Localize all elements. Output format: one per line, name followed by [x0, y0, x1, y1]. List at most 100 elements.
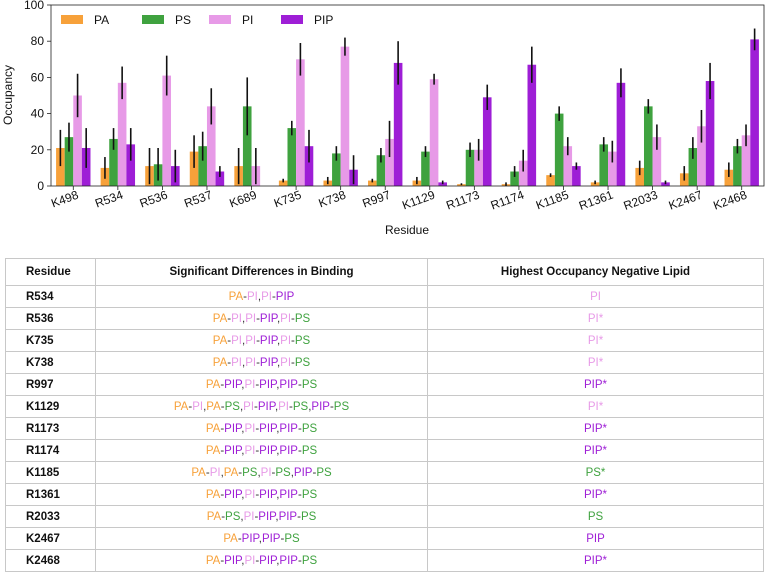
pair-dash: - — [291, 356, 295, 369]
lipid-label-pi: PI — [244, 554, 256, 567]
bar-pi-r997 — [385, 138, 394, 186]
bar-pip-k1185 — [572, 166, 581, 186]
pair-separator: , — [241, 444, 245, 457]
lipid-label-pi: PI — [209, 466, 221, 479]
differences-cell: PA-PIP,PI-PIP,PIP-PS — [95, 417, 428, 440]
highest-occupancy-cell: PIP* — [427, 483, 764, 506]
x-tick-label: K738 — [317, 188, 348, 211]
legend-label-pi: PI — [242, 13, 253, 27]
x-tick-label: R1174 — [489, 188, 526, 213]
pair-separator: , — [257, 290, 262, 303]
differences-cell: PA-PIP,PI-PIP,PIP-PS — [95, 483, 428, 506]
lipid-label-pip: PIP — [259, 356, 277, 369]
y-tick-label: 0 — [37, 179, 44, 193]
differences-cell: PA-PI,PI-PIP,PI-PS — [95, 351, 428, 374]
pair-dash: - — [254, 400, 258, 413]
bar-pip-r1174 — [527, 64, 537, 186]
x-tick-label: K498 — [49, 188, 80, 211]
residue-cell: R536 — [5, 307, 96, 330]
pair-separator: , — [258, 532, 262, 545]
lipid-label-ps: PS — [224, 400, 240, 413]
bar-ps-r1173 — [465, 149, 475, 186]
highest-occupancy-cell: PI* — [427, 351, 764, 374]
lipid-label-pa: PA — [191, 466, 206, 479]
highest-occupancy-cell: PIP — [427, 527, 764, 550]
table-row: R2033 PA-PS,PI-PIP,PIP-PS PS — [5, 505, 764, 528]
bar-pip-r537 — [215, 171, 225, 186]
bar-pip-r534 — [126, 144, 136, 186]
lipid-label-pi: PI — [244, 444, 256, 457]
lipid-label-ps: PS — [225, 510, 241, 523]
pair-separator: , — [308, 400, 312, 413]
highest-occupancy-cell: PI* — [427, 307, 764, 330]
lipid-label-ps: PS — [301, 488, 318, 501]
lipid-label-ps: PS — [333, 400, 350, 413]
bar-pi-r2033 — [652, 137, 662, 186]
legend-label-ps: PS — [175, 13, 191, 27]
lipid-label-pip: PIP — [224, 378, 242, 391]
bar-pa-k2468 — [724, 169, 734, 186]
pair-dash: - — [188, 400, 193, 413]
x-tick-label: R2033 — [622, 188, 660, 213]
bar-pi-k735 — [296, 59, 305, 186]
lipid-label-ps: PS — [275, 466, 291, 479]
lipid-label-pi: PI — [243, 400, 255, 413]
highest-occupancy-cell: PS — [427, 505, 764, 528]
lipid-label-pa: PA — [205, 422, 221, 435]
pair-dash: - — [291, 334, 295, 347]
residue-cell: R1174 — [5, 439, 96, 462]
pair-dash: - — [256, 334, 260, 347]
lipid-label-ps: PS — [301, 554, 318, 567]
y-tick-label: 60 — [31, 70, 45, 84]
lipid-label-pi: PI — [231, 356, 242, 369]
lipid-label-pip: PIP — [279, 378, 298, 391]
pair-separator: , — [276, 422, 280, 435]
highest-occupancy-cell: PIP* — [427, 549, 764, 572]
table-row: R997 PA-PIP,PI-PIP,PIP-PS PIP* — [5, 373, 764, 396]
y-tick-label: 80 — [31, 34, 45, 48]
pair-dash: - — [227, 334, 232, 347]
x-tick-label: K1129 — [400, 188, 437, 213]
bar-pa-k1185 — [546, 175, 555, 186]
y-tick-label: 20 — [31, 143, 45, 157]
chart-error-bars — [59, 28, 756, 186]
residue-cell: K735 — [5, 329, 96, 352]
header-differences: Significant Differences in Binding — [95, 258, 428, 286]
lipid-label-pi: PI — [243, 510, 255, 523]
pair-dash: - — [280, 532, 285, 545]
pair-separator: , — [241, 334, 246, 347]
lipid-label-pip: PIP — [259, 378, 277, 391]
lipid-label-ps: PS — [301, 378, 318, 391]
bar-ps-r534 — [109, 138, 118, 186]
differences-cell: PA-PIP,PIP-PS — [95, 527, 428, 550]
residue-cell: K2468 — [5, 549, 96, 572]
differences-cell: PA-PI,PA-PS,PI-PS,PIP-PS — [95, 461, 428, 484]
table-row: R534 PA-PI,PI-PIP PI — [5, 285, 764, 308]
bar-pi-k738 — [340, 46, 350, 186]
differences-cell: PA-PI,PA-PS,PI-PIP,PI-PS,PIP-PS — [95, 395, 428, 418]
bar-pi-r1174 — [518, 160, 528, 186]
bar-pi-r1173 — [474, 149, 483, 186]
pair-dash: - — [297, 422, 302, 435]
lipid-label-pa: PA — [206, 510, 222, 523]
pair-dash: - — [254, 510, 259, 523]
bar-ps-r1174 — [510, 171, 519, 186]
pair-dash: - — [220, 400, 225, 413]
bar-ps-k1129 — [421, 151, 430, 186]
lipid-label-pi: PI — [245, 356, 257, 369]
lipid-label-pip: PIP — [293, 466, 313, 479]
y-tick-label: 40 — [31, 107, 45, 121]
highest-occupancy-cell: PI* — [427, 395, 764, 418]
differences-cell: PA-PI,PI-PIP,PI-PS — [95, 329, 428, 352]
highest-occupancy-cell: PIP* — [427, 417, 764, 440]
pair-separator: , — [241, 312, 246, 325]
pair-dash: - — [271, 290, 276, 303]
pair-separator: , — [274, 400, 279, 413]
pair-dash: - — [297, 378, 302, 391]
bar-pip-r1361 — [616, 82, 626, 186]
differences-cell: PA-PIP,PI-PIP,PIP-PS — [95, 549, 428, 572]
pair-separator: , — [290, 466, 294, 479]
highest-occupancy-cell: PI* — [427, 329, 764, 352]
lipid-label-pip: PIP — [279, 554, 298, 567]
bar-ps-k1185 — [554, 113, 564, 186]
